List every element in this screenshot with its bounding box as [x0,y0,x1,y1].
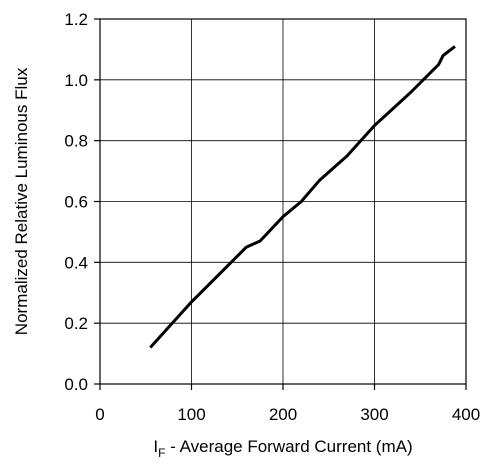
grid-lines [100,19,466,384]
y-tick-label: 0.0 [64,375,88,394]
y-tick-label: 0.6 [64,193,88,212]
y-axis-title: Normalized Relative Luminous Flux [12,67,31,335]
x-axis-title: IF - Average Forward Current (mA) [153,437,412,460]
x-tick-label: 300 [360,405,388,424]
x-axis-title-subscript: F [158,446,165,460]
y-tick-label: 0.8 [64,132,88,151]
y-tick-label: 1.2 [64,10,88,29]
x-tick-label: 200 [269,405,297,424]
x-axis-title-main: I [153,437,158,456]
y-tick-label: 1.0 [64,71,88,90]
y-tick-label: 0.4 [64,253,88,272]
x-tick-labels: 0 100 200 300 400 [95,405,480,424]
y-tick-label: 0.2 [64,314,88,333]
tick-marks [94,18,467,390]
x-tick-label: 0 [95,405,104,424]
x-tick-label: 100 [177,405,205,424]
y-tick-labels: 0.0 0.2 0.4 0.6 0.8 1.0 1.2 [64,10,88,394]
series-line [149,45,456,349]
x-axis-title-rest: - Average Forward Current (mA) [165,437,412,456]
x-tick-label: 400 [452,405,480,424]
